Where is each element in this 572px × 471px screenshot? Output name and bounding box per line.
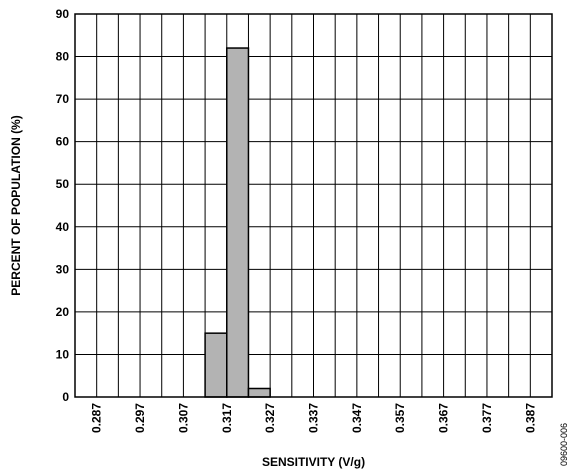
figure-code: 09600-006 (559, 423, 569, 466)
x-tick-label: 0.317 (220, 403, 234, 433)
x-tick-label: 0.387 (523, 403, 537, 433)
x-tick-label: 0.347 (350, 403, 364, 433)
x-tick-label: 0.337 (307, 403, 321, 433)
plot-frame (74, 13, 553, 398)
histogram-bar (247, 387, 271, 398)
x-axis-label: SENSITIVITY (V/g) (262, 455, 365, 469)
y-tick-label: 40 (56, 220, 70, 234)
x-tick-label: 0.287 (90, 403, 104, 433)
y-tick-label: 50 (56, 177, 70, 191)
y-tick-label: 30 (56, 262, 70, 276)
x-tick-labels: 0.287 0.297 0.307 0.317 0.327 0.337 0.347 0.357… (90, 403, 538, 433)
x-tick-label: 0.357 (393, 403, 407, 433)
y-axis-label: PERCENT OF POPULATION (%) (9, 115, 23, 295)
y-tick-label: 0 (62, 390, 69, 404)
x-tick-label: 0.377 (480, 403, 494, 433)
bars (204, 47, 271, 398)
y-tick-label: 60 (56, 135, 70, 149)
y-tick-label: 70 (56, 92, 70, 106)
x-tick-label: 0.367 (437, 403, 451, 433)
y-tick-label: 10 (56, 347, 70, 361)
x-tick-label: 0.297 (133, 403, 147, 433)
x-tick-label: 0.307 (176, 403, 190, 433)
histogram-bar (226, 47, 250, 398)
y-tick-label: 20 (56, 305, 70, 319)
x-tick-label: 0.327 (263, 403, 277, 433)
histogram-bar (204, 332, 228, 398)
y-tick-label: 90 (56, 7, 70, 21)
y-tick-labels: 0 10 20 30 40 50 60 70 80 90 (56, 7, 70, 404)
y-tick-label: 80 (56, 50, 70, 64)
grid-lines (74, 13, 553, 398)
